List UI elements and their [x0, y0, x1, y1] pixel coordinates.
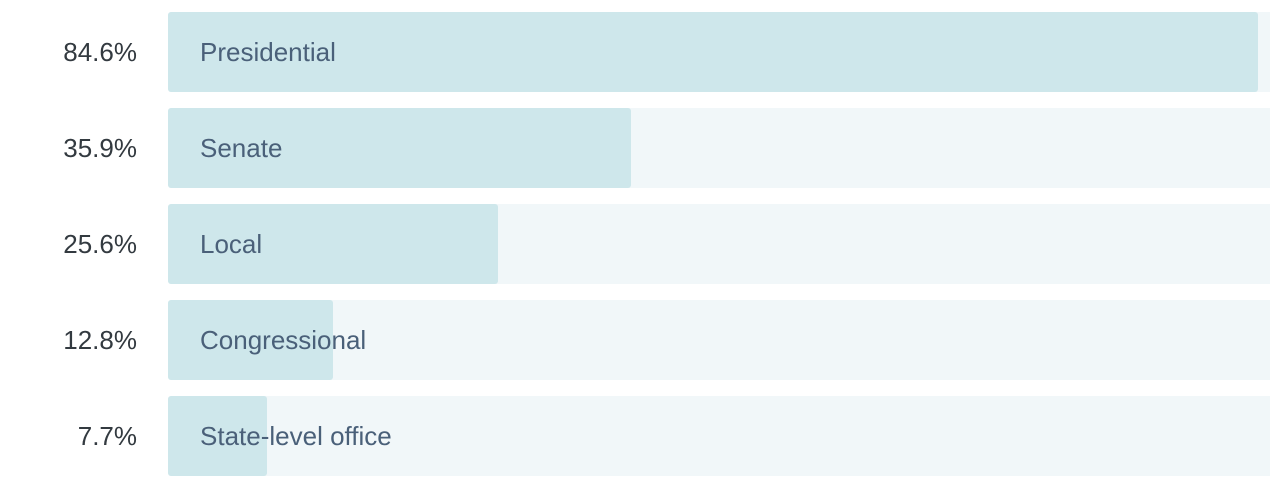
bar-track: State-level office: [168, 396, 1270, 476]
value-label: 35.9%: [63, 133, 137, 163]
bar-row: 35.9% Senate: [0, 108, 1270, 188]
bar-row: 25.6% Local: [0, 204, 1270, 284]
value-label: 84.6%: [63, 37, 137, 67]
bar-track: Presidential: [168, 12, 1270, 92]
bar-track: Congressional: [168, 300, 1270, 380]
category-label: Presidential: [200, 37, 336, 67]
bar: [168, 12, 1258, 92]
category-label: Congressional: [200, 325, 367, 355]
category-label: State-level office: [200, 421, 392, 451]
bar-track: Senate: [168, 108, 1270, 188]
value-label: 12.8%: [63, 325, 137, 355]
value-label: 7.7%: [77, 421, 137, 451]
category-label: Senate: [200, 133, 283, 163]
bar: [168, 300, 333, 380]
bar: [168, 396, 267, 476]
bar-row: 84.6% Presidential: [0, 12, 1270, 92]
category-label: Local: [200, 229, 263, 259]
bar-row: 7.7% State-level office: [0, 396, 1270, 476]
value-label: 25.6%: [63, 229, 137, 259]
bar: [168, 108, 631, 188]
bar-chart: 84.6% Presidential 35.9% Senate 25.6% Local 12…: [0, 12, 1270, 492]
bar: [168, 204, 498, 284]
bar-row: 12.8% Congressional: [0, 300, 1270, 380]
bar-track: Local: [168, 204, 1270, 284]
